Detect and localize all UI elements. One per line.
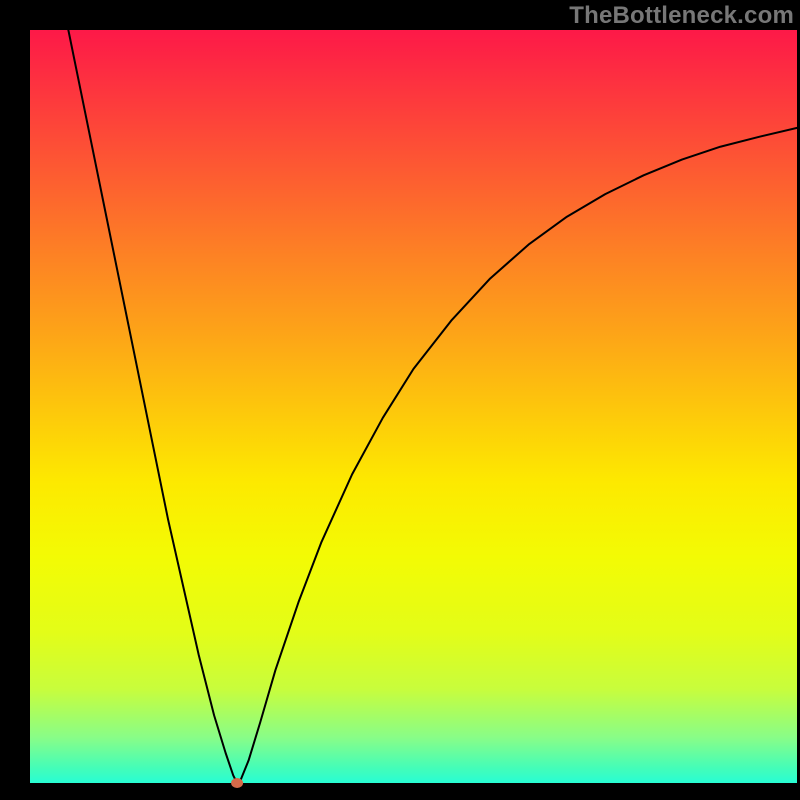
watermark-text: TheBottleneck.com: [569, 2, 794, 30]
chart-container: { "meta": { "width": 800, "height": 800,…: [0, 0, 800, 800]
optimal-point-marker: [231, 778, 243, 788]
bottleneck-chart: [0, 0, 800, 800]
